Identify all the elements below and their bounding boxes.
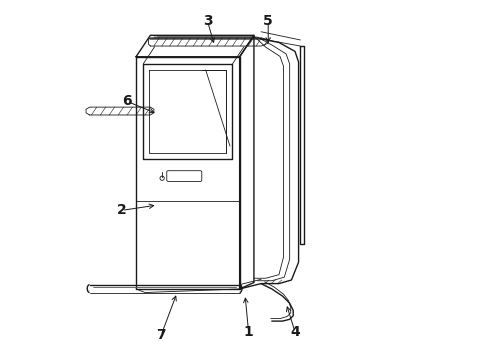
FancyBboxPatch shape [167, 171, 202, 181]
Text: 3: 3 [203, 14, 212, 28]
Text: 1: 1 [244, 325, 253, 339]
Text: 5: 5 [263, 14, 273, 28]
Text: 4: 4 [290, 325, 300, 339]
Text: 2: 2 [117, 203, 126, 217]
Text: 6: 6 [122, 94, 132, 108]
Text: 7: 7 [156, 328, 166, 342]
